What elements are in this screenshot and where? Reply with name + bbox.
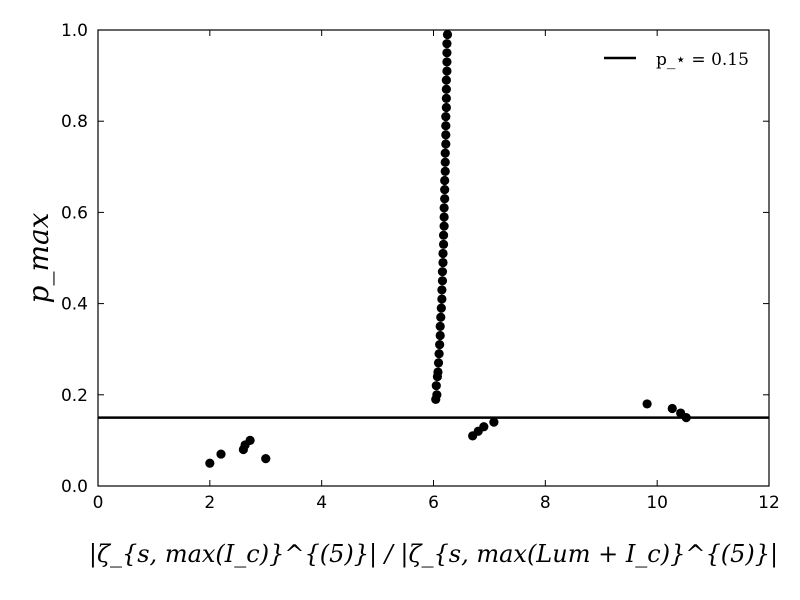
data-point — [435, 340, 445, 350]
data-point — [438, 248, 448, 259]
data-point — [439, 221, 449, 231]
data-point — [436, 312, 446, 322]
data-point — [441, 139, 451, 149]
data-point — [245, 435, 255, 445]
data-point — [437, 276, 448, 286]
data-point — [667, 403, 677, 414]
data-point — [438, 230, 449, 240]
data-point — [438, 257, 448, 268]
data-point — [436, 303, 446, 313]
data-point — [439, 212, 449, 222]
data-point — [441, 121, 451, 131]
data-point — [489, 417, 499, 427]
data-point — [439, 203, 449, 213]
data-point — [440, 185, 450, 195]
data-point — [431, 381, 441, 391]
y-tick-label: 0.2 — [61, 386, 88, 406]
data-point — [442, 66, 452, 76]
data-point — [642, 399, 652, 409]
y-tick-label: 0.8 — [61, 112, 88, 132]
x-tick-label: 2 — [204, 493, 215, 513]
data-point — [437, 294, 447, 304]
y-tick-label: 0.0 — [61, 477, 88, 497]
legend-label: p_⋆ = 0.15 — [656, 50, 749, 70]
data-point — [442, 29, 453, 40]
y-tick-label: 0.4 — [61, 295, 88, 315]
data-point — [442, 57, 452, 67]
data-point — [479, 422, 489, 432]
y-tick-label: 0.6 — [61, 203, 88, 223]
data-point — [441, 93, 451, 103]
data-point — [441, 130, 451, 140]
data-point — [441, 112, 451, 122]
data-point — [437, 267, 448, 277]
data-point — [437, 285, 447, 295]
y-tick-label: 1.0 — [61, 21, 88, 41]
data-point — [261, 454, 271, 464]
data-point — [440, 175, 450, 186]
x-tick-label: 10 — [646, 493, 668, 513]
data-point — [441, 102, 451, 113]
plot-area-frame — [97, 29, 770, 487]
data-point — [433, 358, 444, 368]
data-point — [435, 321, 445, 331]
data-point — [432, 390, 442, 400]
x-tick-label: 12 — [758, 493, 780, 513]
data-point — [442, 39, 452, 49]
data-point — [440, 148, 450, 158]
x-tick-label: 0 — [93, 493, 104, 513]
data-point — [440, 194, 450, 204]
data-point — [440, 157, 450, 167]
x-axis-label: |ζ_{s, max(I_c)}^{(5)}| / |ζ_{s, max(Lum… — [89, 540, 778, 569]
y-axis-label: p_max — [22, 212, 55, 303]
x-tick-label: 4 — [316, 493, 327, 513]
x-tick-label: 8 — [540, 493, 551, 513]
data-point — [440, 166, 450, 176]
data-point — [434, 349, 444, 359]
data-point — [205, 458, 215, 468]
data-point — [435, 330, 445, 341]
x-tick-label: 6 — [428, 493, 439, 513]
data-point — [441, 75, 451, 85]
data-point — [216, 449, 226, 459]
data-point — [438, 239, 449, 249]
data-point — [441, 84, 451, 94]
data-point — [433, 367, 443, 377]
data-point — [442, 48, 452, 58]
